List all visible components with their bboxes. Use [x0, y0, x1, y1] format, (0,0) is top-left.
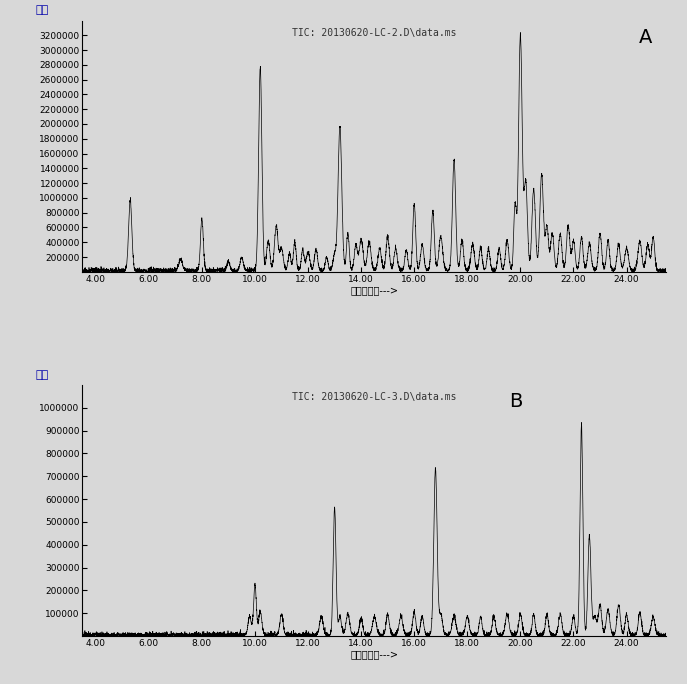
Text: 丰度: 丰度	[36, 370, 49, 380]
Text: A: A	[638, 28, 652, 47]
X-axis label: 时间（分）--->: 时间（分）--->	[350, 285, 398, 295]
Text: B: B	[508, 393, 522, 411]
Text: TIC: 20130620-LC-3.D\data.ms: TIC: 20130620-LC-3.D\data.ms	[292, 393, 457, 402]
X-axis label: 时间（分）--->: 时间（分）--->	[350, 649, 398, 659]
Text: TIC: 20130620-LC-2.D\data.ms: TIC: 20130620-LC-2.D\data.ms	[292, 28, 457, 38]
Text: 丰度: 丰度	[36, 5, 49, 16]
